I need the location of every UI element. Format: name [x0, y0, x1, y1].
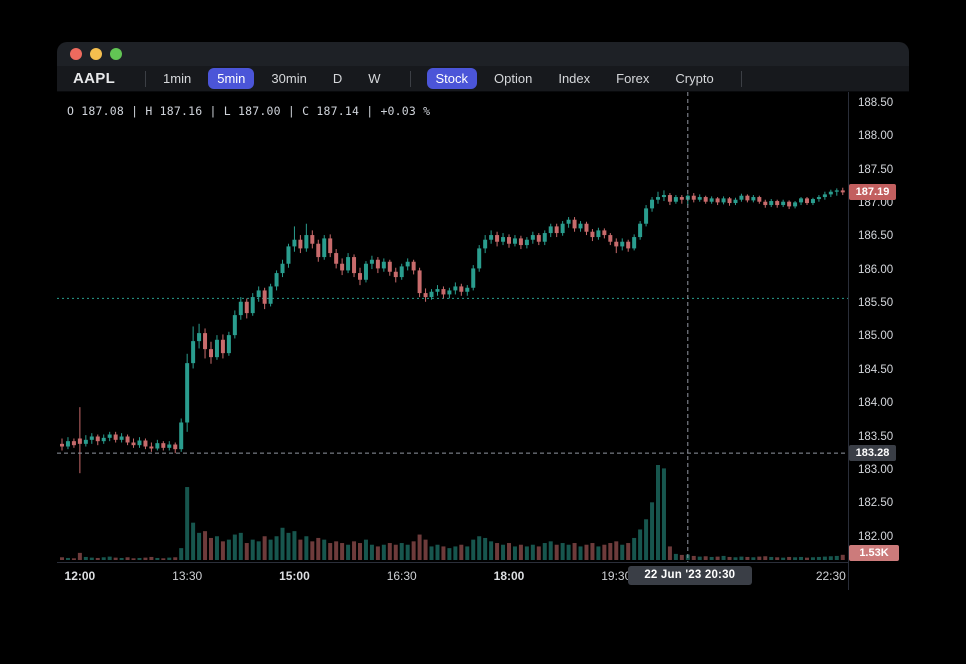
chart-area[interactable]: O 187.08 | H 187.16 | L 187.00 | C 187.1… — [57, 92, 909, 590]
price-tick-label: 186.50 — [858, 230, 894, 243]
close-button[interactable] — [70, 48, 82, 60]
market-stock-button[interactable]: Stock — [426, 68, 478, 89]
price-tick-label: 185.50 — [858, 297, 894, 310]
price-tick-label: 187.50 — [858, 163, 894, 176]
price-tick-label: 188.00 — [858, 130, 894, 143]
time-tick-label: 16:30 — [386, 569, 417, 583]
time-tick-label: 19:30 — [601, 569, 632, 583]
window-titlebar[interactable] — [57, 42, 909, 66]
timeframe-day-button[interactable]: D — [324, 68, 351, 89]
price-tick-label: 182.00 — [858, 530, 894, 543]
toolbar: AAPL 1min 5min 30min D W Stock Option In… — [57, 66, 909, 92]
toolbar-divider — [145, 70, 147, 87]
toolbar-divider — [740, 70, 742, 87]
volume-badge: 1.53K — [849, 545, 899, 561]
minimize-button[interactable] — [90, 48, 102, 60]
trading-app-window: AAPL 1min 5min 30min D W Stock Option In… — [57, 42, 909, 590]
market-index-button[interactable]: Index — [549, 68, 599, 89]
candlestick-chart[interactable] — [57, 92, 848, 562]
maximize-button[interactable] — [110, 48, 122, 60]
price-tick-label: 188.50 — [858, 97, 894, 109]
price-tick-label: 183.00 — [858, 463, 894, 476]
price-tick-label: 184.50 — [858, 363, 894, 376]
price-tick-label: 184.00 — [858, 397, 894, 410]
market-crypto-button[interactable]: Crypto — [666, 68, 722, 89]
price-tick-label: 185.00 — [858, 330, 894, 343]
price-axis[interactable]: 187.19 183.28 1.53K 188.50 188.00 187.50 18… — [848, 92, 909, 590]
market-option-button[interactable]: Option — [485, 68, 541, 89]
ticker-symbol: AAPL — [73, 70, 116, 87]
price-tick-label: 187.00 — [858, 197, 894, 210]
price-tick-label: 183.50 — [858, 430, 894, 443]
time-tick-label: 15:00 — [279, 569, 310, 583]
last-price-badge: 187.19 — [849, 184, 896, 201]
time-tick-label: 22:30 — [815, 569, 846, 583]
time-tick-label: 12:00 — [64, 569, 96, 583]
timeframe-30min-button[interactable]: 30min — [262, 68, 315, 89]
timeframe-week-button[interactable]: W — [359, 68, 389, 89]
ohlc-info: O 187.08 | H 187.16 | L 187.00 | C 187.1… — [67, 104, 431, 118]
timeframe-5min-button[interactable]: 5min — [208, 68, 255, 89]
price-tick-label: 182.50 — [858, 497, 894, 510]
crosshair-time-badge: 22 Jun '23 20:30 — [627, 566, 752, 585]
time-axis[interactable]: 22 Jun '23 20:30 12:00 13:30 15:00 16:30 18:… — [57, 562, 909, 590]
toolbar-divider — [409, 70, 411, 87]
time-tick-label: 13:30 — [172, 569, 203, 583]
crosshair-price-badge: 183.28 — [849, 445, 896, 462]
market-forex-button[interactable]: Forex — [607, 68, 658, 89]
price-tick-label: 186.00 — [858, 263, 894, 276]
timeframe-1min-button[interactable]: 1min — [154, 68, 200, 89]
time-tick-label: 18:00 — [493, 569, 525, 583]
